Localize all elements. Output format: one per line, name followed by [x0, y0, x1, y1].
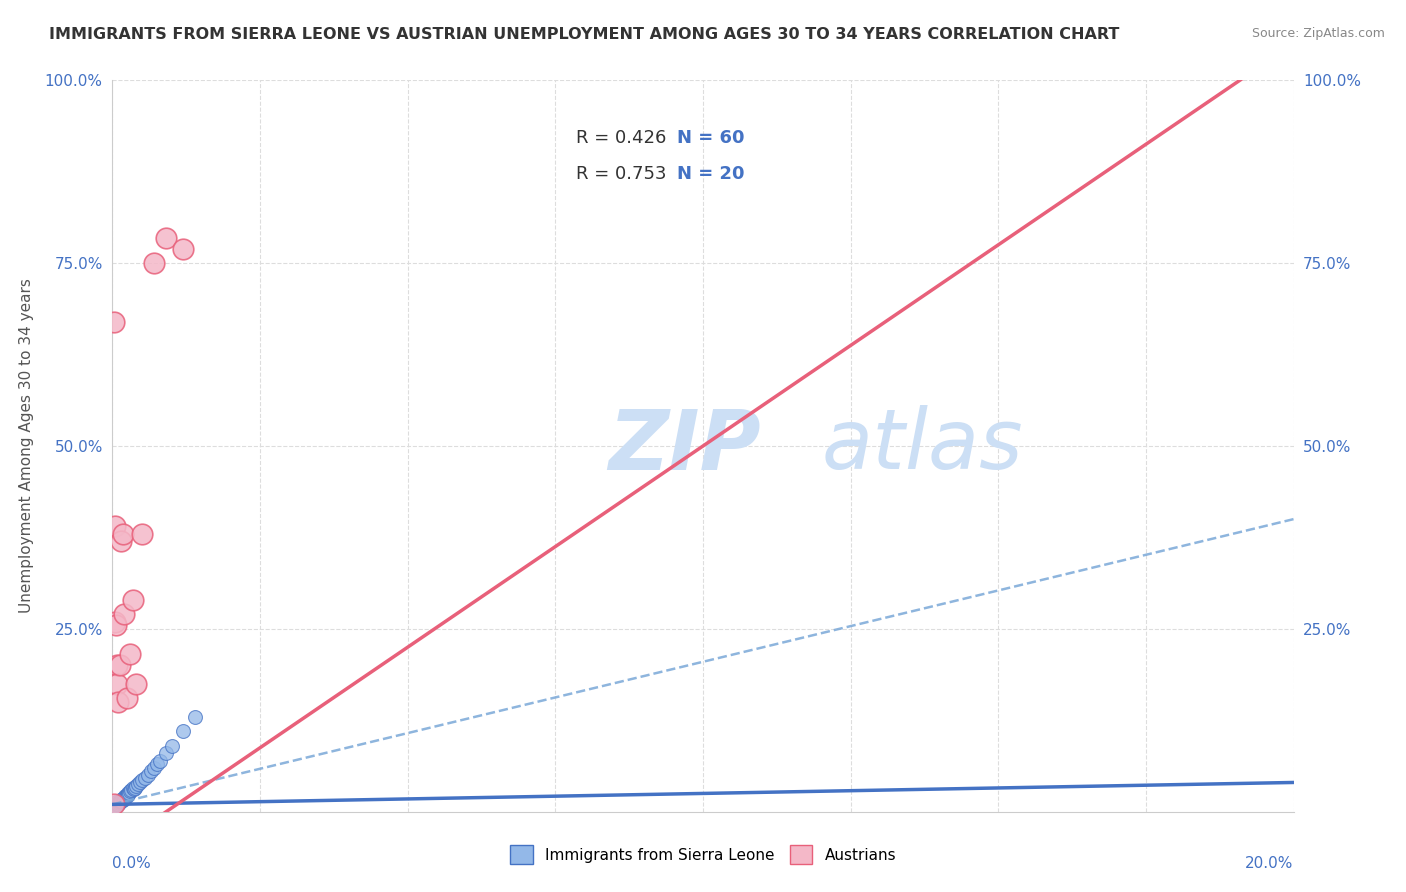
Point [107, 795, 129, 809]
Point [107, 796, 129, 810]
Point [184, 709, 207, 723]
Point [121, 781, 143, 796]
Point [105, 797, 128, 811]
Point [103, 797, 125, 812]
Point [155, 746, 177, 760]
Text: R = 0.426: R = 0.426 [575, 128, 666, 147]
Point [105, 797, 128, 812]
Point [108, 795, 131, 809]
Text: atlas: atlas [821, 406, 1022, 486]
Text: 20.0%: 20.0% [1246, 855, 1294, 871]
Point [112, 790, 135, 805]
Text: Source: ZipAtlas.com: Source: ZipAtlas.com [1251, 27, 1385, 40]
Point [172, 724, 194, 739]
Point [120, 648, 142, 662]
Point [125, 676, 148, 690]
Point [108, 795, 131, 809]
Point [108, 795, 131, 809]
Point [127, 777, 149, 791]
Text: N = 20: N = 20 [676, 165, 744, 184]
Text: 0.0%: 0.0% [112, 855, 152, 871]
Point [108, 794, 131, 808]
Point [104, 796, 127, 810]
Point [149, 754, 172, 768]
Point [131, 526, 153, 541]
Text: ZIP: ZIP [609, 406, 761, 486]
Point [122, 782, 145, 797]
Point [114, 789, 136, 803]
Text: N = 60: N = 60 [676, 128, 744, 147]
Point [104, 798, 127, 813]
Point [107, 797, 129, 812]
Point [112, 607, 135, 622]
Point [117, 691, 138, 706]
Point [155, 230, 177, 244]
Point [103, 798, 125, 813]
Point [111, 793, 134, 807]
Point [122, 592, 145, 607]
Point [142, 761, 165, 775]
Point [108, 795, 131, 809]
Point [112, 791, 135, 805]
Point [117, 787, 139, 801]
Point [110, 794, 132, 808]
Point [114, 790, 136, 805]
Point [146, 757, 169, 772]
Point [107, 797, 129, 811]
Point [115, 788, 138, 802]
Point [104, 797, 127, 812]
Point [172, 242, 194, 256]
Point [104, 797, 127, 811]
Point [131, 773, 153, 788]
Point [112, 526, 135, 541]
Point [134, 771, 156, 785]
Point [117, 789, 138, 803]
Point [125, 779, 148, 793]
Point [105, 797, 128, 812]
Point [108, 658, 131, 673]
Point [105, 658, 128, 673]
Point [105, 798, 128, 813]
Legend: Immigrants from Sierra Leone, Austrians: Immigrants from Sierra Leone, Austrians [503, 839, 903, 870]
Point [120, 784, 142, 798]
Point [105, 795, 128, 809]
Point [111, 792, 134, 806]
Point [103, 315, 125, 329]
Point [128, 775, 150, 789]
Text: R = 0.753: R = 0.753 [575, 165, 666, 184]
Point [103, 796, 125, 810]
Point [139, 764, 162, 779]
Point [118, 786, 141, 800]
Point [110, 793, 132, 807]
Point [105, 618, 128, 632]
Point [110, 534, 132, 549]
Point [104, 615, 127, 629]
Point [107, 695, 129, 709]
Point [120, 782, 142, 797]
Point [142, 256, 165, 270]
Point [105, 795, 128, 809]
Point [105, 796, 128, 810]
Point [112, 792, 135, 806]
Point [105, 676, 128, 690]
Point [108, 796, 131, 810]
Point [103, 797, 125, 812]
Point [104, 798, 127, 813]
Point [104, 519, 127, 533]
Point [115, 789, 138, 804]
Text: IMMIGRANTS FROM SIERRA LEONE VS AUSTRIAN UNEMPLOYMENT AMONG AGES 30 TO 34 YEARS : IMMIGRANTS FROM SIERRA LEONE VS AUSTRIAN… [49, 27, 1119, 42]
Point [160, 739, 183, 753]
Point [136, 768, 159, 782]
Point [104, 797, 127, 811]
Y-axis label: Unemployment Among Ages 30 to 34 years: Unemployment Among Ages 30 to 34 years [18, 278, 34, 614]
Point [117, 787, 139, 801]
Point [124, 780, 146, 795]
